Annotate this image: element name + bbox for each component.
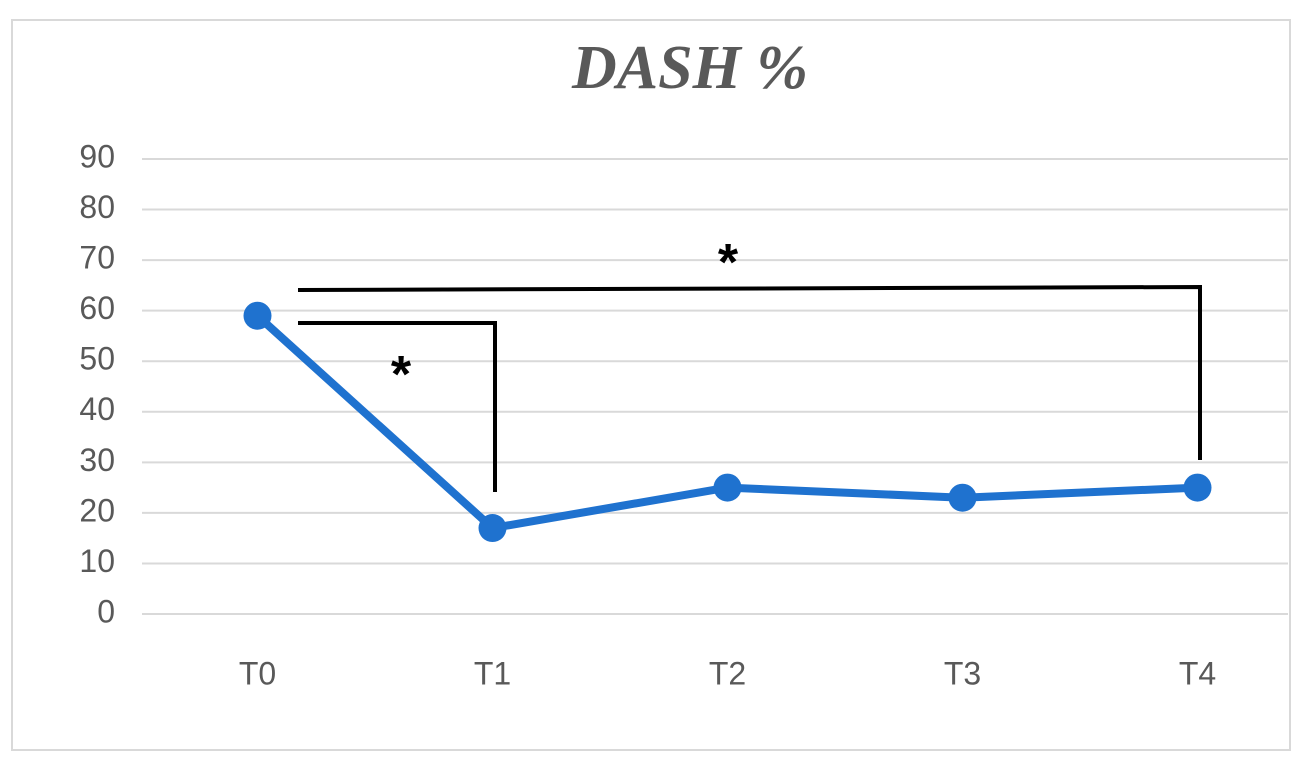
- y-tick-label: 10: [79, 543, 115, 579]
- data-point: [243, 301, 272, 330]
- bracket: [297, 284, 1202, 460]
- y-tick-label: 90: [79, 138, 115, 174]
- y-tick-label: 70: [79, 240, 115, 276]
- x-tick-label: T4: [1179, 655, 1216, 691]
- data-point: [948, 483, 977, 512]
- y-tick-label: 20: [79, 492, 115, 528]
- y-tick-label: 60: [79, 290, 115, 326]
- significance-brackets: [297, 284, 1202, 492]
- data-point: [713, 473, 742, 502]
- y-tick-label: 50: [79, 341, 115, 377]
- significance-star: *: [718, 234, 739, 292]
- significance-star: *: [391, 346, 412, 404]
- x-tick-label: T3: [944, 655, 981, 691]
- chart-title: DASH %: [571, 34, 808, 102]
- chart-frame: [11, 19, 1291, 751]
- x-tick-label: T0: [239, 655, 276, 691]
- grid: [142, 158, 1288, 615]
- data-point: [1183, 473, 1212, 502]
- y-tick-label: 30: [79, 442, 115, 478]
- x-tick-label: T2: [709, 655, 746, 691]
- y-tick-label: 0: [97, 593, 115, 629]
- bracket: [298, 321, 497, 492]
- y-tick-label: 40: [79, 391, 115, 427]
- y-tick-label: 80: [79, 189, 115, 225]
- x-tick-label: T1: [474, 655, 511, 691]
- data-point: [478, 514, 507, 543]
